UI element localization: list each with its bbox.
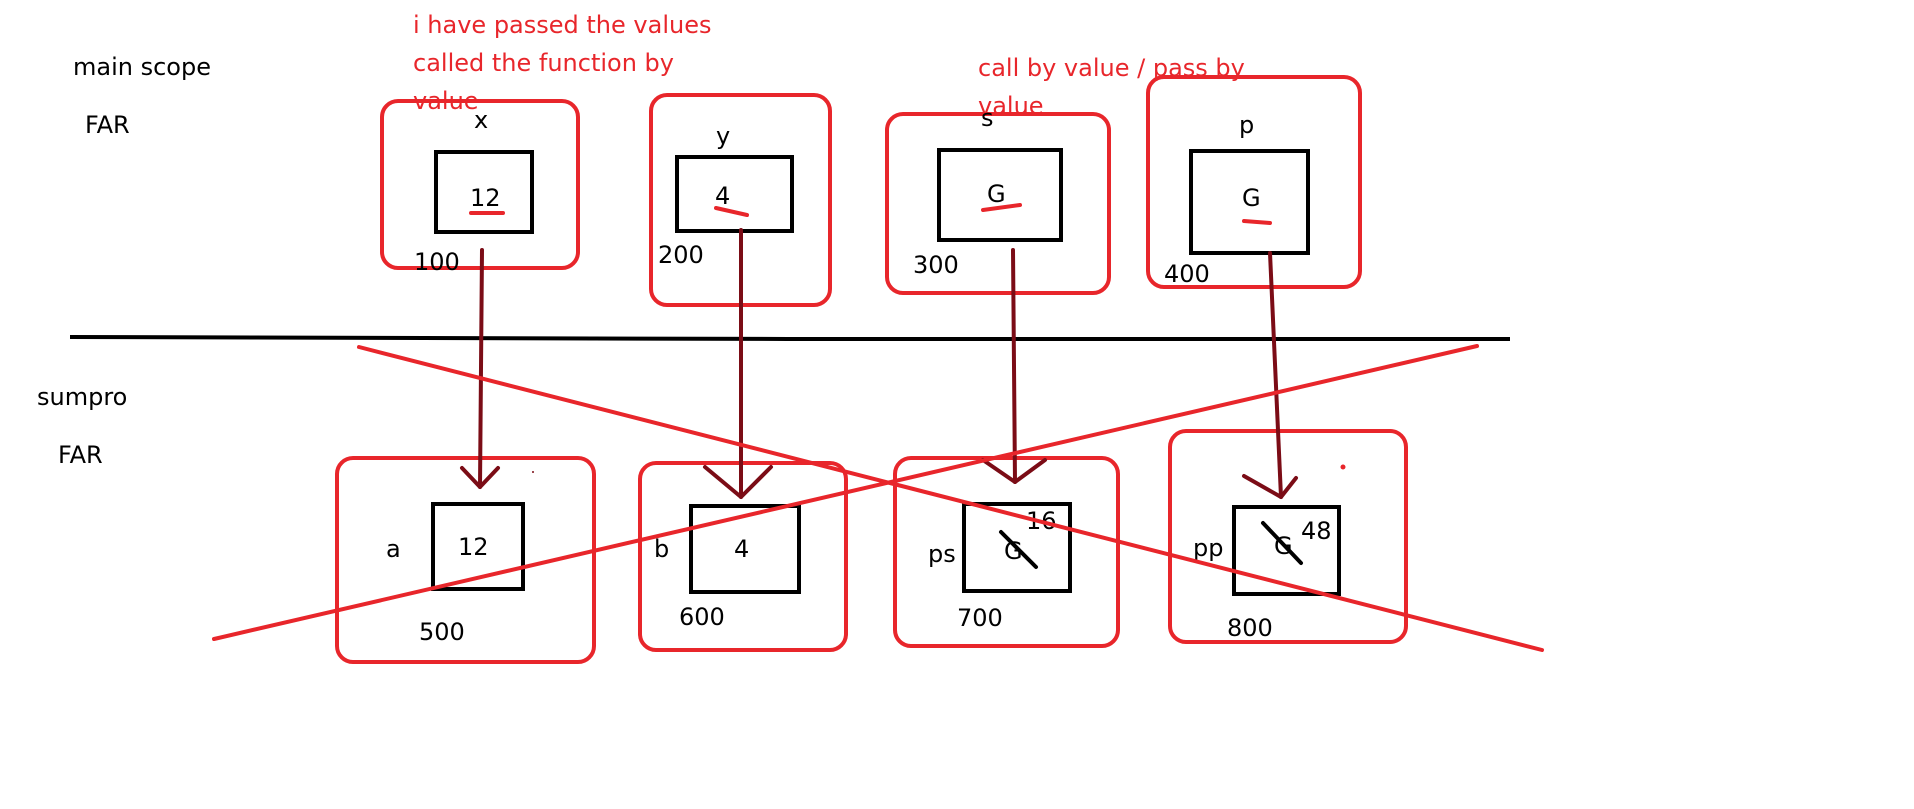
sumpro-var-ps-name: ps xyxy=(928,540,956,568)
main-var-y-cell xyxy=(675,155,794,233)
sumpro-var-pp-new-value: 48 xyxy=(1301,517,1332,545)
sumpro-var-pp: pp G 48 800 xyxy=(1168,429,1408,644)
main-var-x-name: x xyxy=(474,106,488,134)
main-var-s-underline xyxy=(981,203,1022,212)
sumpro-var-ps-strike xyxy=(999,530,1038,569)
sumpro-var-b-name: b xyxy=(654,535,669,563)
main-var-y-name: y xyxy=(716,122,730,150)
main-var-p-value: G xyxy=(1242,184,1261,212)
sumpro-var-ps: ps G 16 700 xyxy=(893,456,1120,648)
stray-mark-small xyxy=(532,471,534,473)
cross-out-stroke-2 xyxy=(212,344,1479,641)
main-var-s-address: 300 xyxy=(913,251,959,279)
main-var-y-underline xyxy=(714,206,749,217)
main-var-p-name: p xyxy=(1239,111,1254,139)
sumpro-var-a-address: 500 xyxy=(419,618,465,646)
sumpro-var-pp-strike xyxy=(1261,521,1303,565)
sumpro-var-b-address: 600 xyxy=(679,603,725,631)
sumpro-var-ps-address: 700 xyxy=(957,604,1003,632)
sumpro-var-a: a 12 500 xyxy=(335,456,596,664)
sumpro-var-pp-frame xyxy=(1168,429,1408,644)
main-var-s-frame xyxy=(885,112,1111,295)
main-var-p-underline xyxy=(1242,219,1272,225)
main-var-p: p G 400 xyxy=(1146,75,1362,289)
copy-arrow-p-to-pp xyxy=(1242,251,1298,499)
sumpro-var-ps-frame xyxy=(893,456,1120,648)
sumpro-var-ps-old-value: G xyxy=(1004,537,1023,565)
main-var-x-cell xyxy=(434,150,534,234)
main-scope-far-label: FAR xyxy=(85,111,130,139)
main-var-x-value: 12 xyxy=(470,184,501,212)
main-var-p-cell xyxy=(1189,149,1310,255)
copy-arrow-x-to-a xyxy=(460,248,500,489)
main-var-y-address: 200 xyxy=(658,241,704,269)
main-var-s-cell xyxy=(937,148,1063,242)
scope-divider xyxy=(69,335,789,341)
sumpro-scope-label: sumpro xyxy=(37,383,127,411)
sumpro-var-ps-cell xyxy=(962,502,1072,593)
cross-out-stroke-1 xyxy=(357,345,1544,652)
main-var-p-frame xyxy=(1146,75,1362,289)
sumpro-var-b-cell xyxy=(689,504,801,594)
main-var-x-address: 100 xyxy=(414,248,460,276)
sumpro-var-pp-address: 800 xyxy=(1227,614,1273,642)
main-var-s: s G 300 xyxy=(885,104,1111,295)
copy-arrow-y-to-b xyxy=(703,228,773,499)
sumpro-var-a-cell xyxy=(431,502,525,591)
main-var-p-address: 400 xyxy=(1164,260,1210,288)
sumpro-scope-far-label: FAR xyxy=(58,441,103,469)
main-var-s-value: G xyxy=(987,180,1006,208)
note-passed-values-line-2: called the function by xyxy=(413,49,674,77)
sumpro-var-b-value: 4 xyxy=(734,535,749,563)
sumpro-var-pp-name: pp xyxy=(1193,534,1223,562)
copy-arrow-s-to-ps xyxy=(981,248,1047,484)
sumpro-var-pp-cell xyxy=(1232,505,1341,596)
sumpro-var-a-name: a xyxy=(386,535,401,563)
sumpro-var-a-value: 12 xyxy=(458,533,489,561)
main-var-s-name: s xyxy=(981,104,994,132)
main-scope-label: main scope xyxy=(73,53,211,81)
sumpro-var-a-frame xyxy=(335,456,596,664)
main-var-x: x 12 100 xyxy=(380,99,580,276)
main-var-y-value: 4 xyxy=(715,182,730,210)
note-passed-values-line-1: i have passed the values xyxy=(413,11,711,39)
stray-mark xyxy=(1340,464,1346,470)
